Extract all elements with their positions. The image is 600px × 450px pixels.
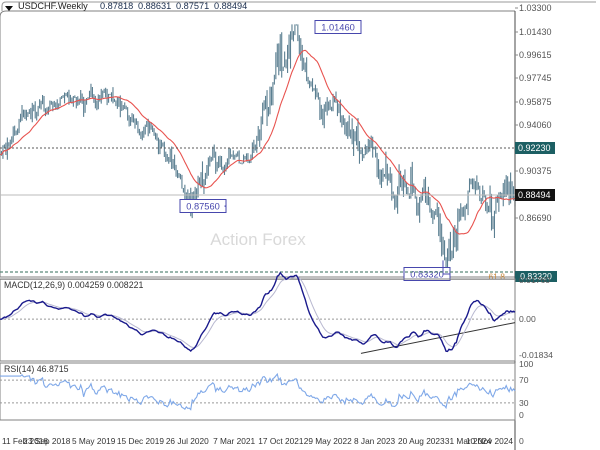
svg-text:0.00: 0.00 (519, 314, 536, 324)
svg-text:100: 100 (519, 359, 534, 369)
svg-text:15 Dec 2019: 15 Dec 2019 (117, 436, 164, 446)
svg-text:1.03300: 1.03300 (519, 3, 552, 13)
svg-text:0.92230: 0.92230 (518, 143, 551, 153)
svg-text:0: 0 (519, 436, 524, 446)
svg-text:Action Forex: Action Forex (210, 230, 306, 249)
svg-text:29 May 2022: 29 May 2022 (304, 436, 352, 446)
svg-text:26 Jul 2020: 26 Jul 2020 (166, 436, 209, 446)
svg-text:0.99615: 0.99615 (519, 50, 552, 60)
svg-text:0.94060: 0.94060 (519, 120, 552, 130)
svg-text:0.86690: 0.86690 (519, 213, 552, 223)
svg-text:17 Oct 2021: 17 Oct 2021 (258, 436, 304, 446)
svg-text:5 May 2019: 5 May 2019 (72, 436, 116, 446)
svg-text:20 Aug 2023: 20 Aug 2023 (398, 436, 445, 446)
svg-text:0: 0 (519, 410, 524, 420)
svg-text:30: 30 (519, 398, 529, 408)
svg-text:0.83320: 0.83320 (410, 269, 444, 279)
svg-text:70: 70 (519, 375, 529, 385)
svg-text:0.87560: 0.87560 (186, 201, 220, 211)
svg-text:0.90375: 0.90375 (519, 166, 552, 176)
svg-text:7 Mar 2021: 7 Mar 2021 (213, 436, 255, 446)
svg-text:MACD(12,26,9) 0.004259 0.008: MACD(12,26,9) 0.004259 0.008221 (4, 280, 143, 290)
svg-text:RSI(14) 46.8715: RSI(14) 46.8715 (4, 364, 69, 374)
svg-text:1.01430: 1.01430 (519, 27, 552, 37)
svg-text:0.95875: 0.95875 (519, 97, 552, 107)
svg-text:61.8: 61.8 (488, 271, 505, 281)
svg-text:1.01460: 1.01460 (321, 22, 355, 32)
svg-text:23 Sep 2018: 23 Sep 2018 (23, 436, 70, 446)
svg-text:0.97745: 0.97745 (519, 73, 552, 83)
svg-text:0.88494: 0.88494 (518, 190, 551, 200)
svg-text:10 Nov 2024: 10 Nov 2024 (466, 436, 513, 446)
svg-text:8 Jan 2023: 8 Jan 2023 (354, 436, 395, 446)
svg-text:0.01760: 0.01760 (519, 275, 550, 285)
